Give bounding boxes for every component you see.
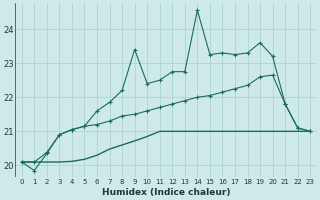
X-axis label: Humidex (Indice chaleur): Humidex (Indice chaleur) xyxy=(102,188,230,197)
